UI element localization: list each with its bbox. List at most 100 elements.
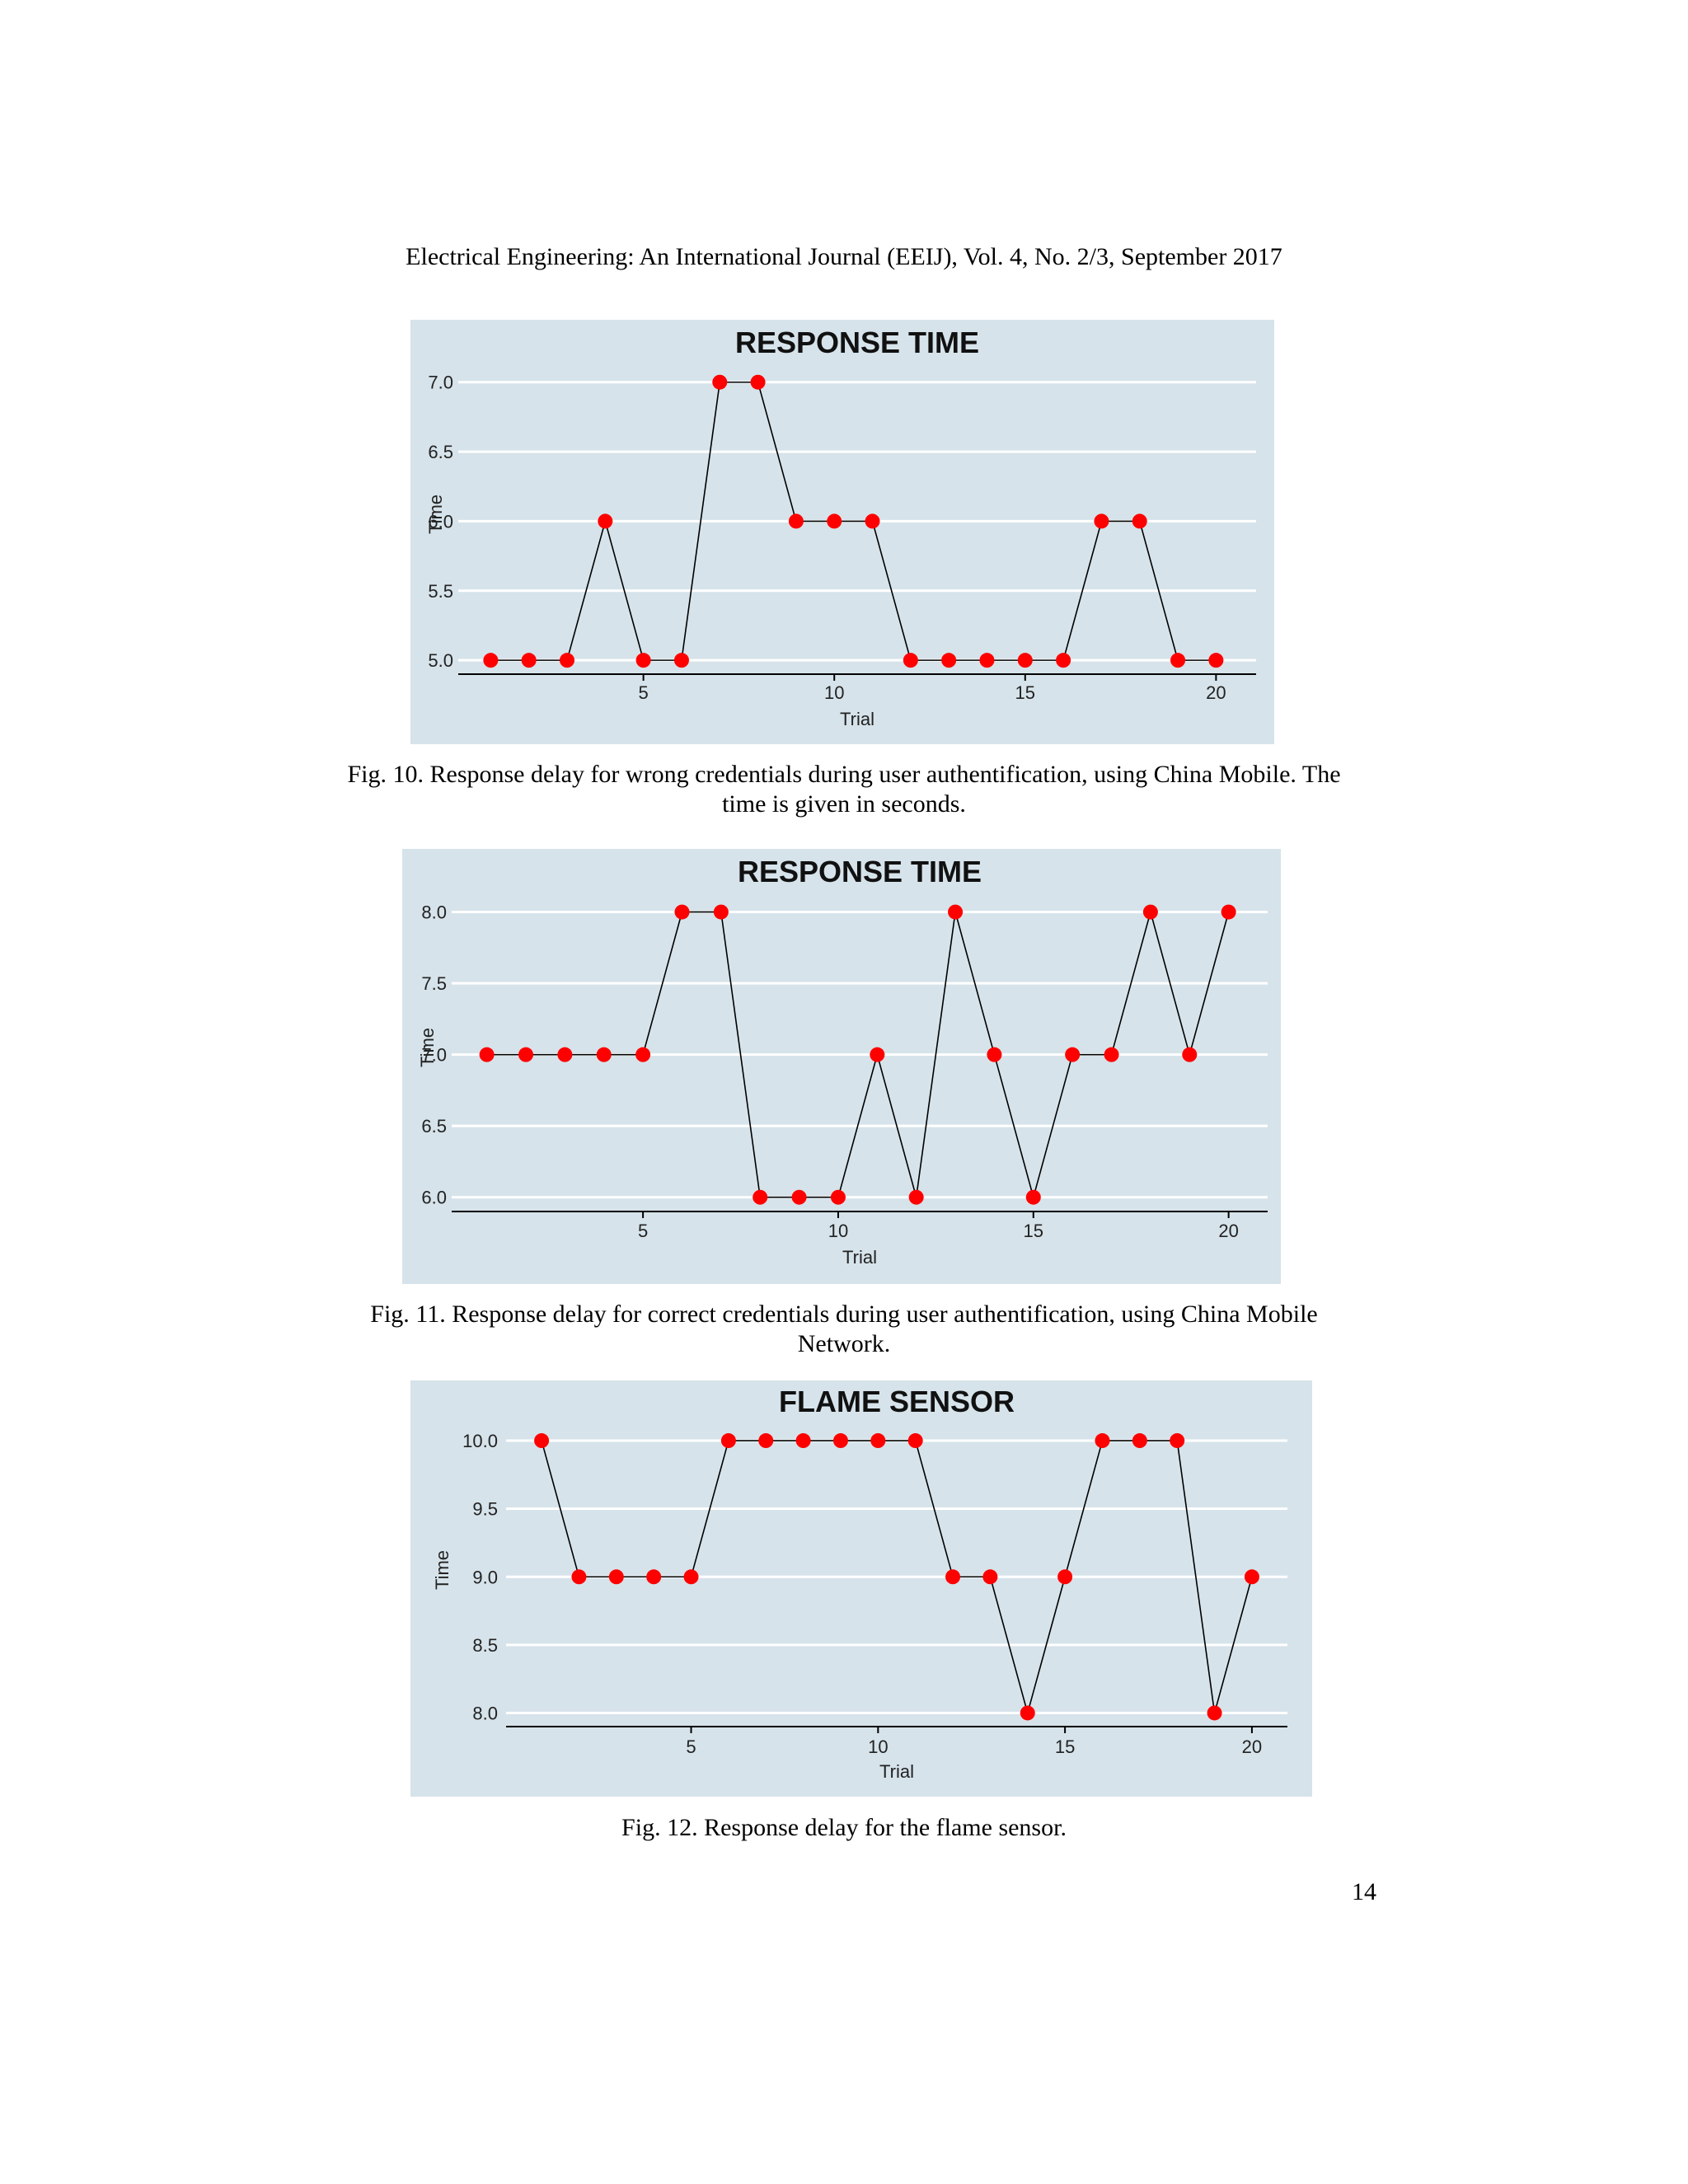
data-point [945, 1569, 961, 1585]
y-tick-label: 6.5 [428, 442, 453, 462]
chart-svg: RESPONSE TIME 5.0 5.5 6.0 6.5 7.0 5 10 15 20 Trial… [425, 326, 1256, 729]
figure-12-caption: Fig. 12. Response delay for the flame se… [0, 1813, 1688, 1843]
x-axis-label: Trial [840, 709, 874, 729]
y-tick-label: 6.0 [421, 1188, 447, 1208]
figure-10-chart: RESPONSE TIME 5.0 5.5 6.0 6.5 7.0 5 10 15 20 Trial… [410, 320, 1274, 744]
y-tick-label: 8.0 [421, 902, 447, 923]
data-point [1142, 904, 1158, 920]
y-tick-label: 5.0 [428, 650, 453, 671]
data-point [788, 513, 804, 529]
data-point [557, 1047, 573, 1062]
y-tick-label: 9.0 [472, 1567, 498, 1587]
data-point [571, 1569, 587, 1585]
x-tick-label: 20 [1206, 682, 1226, 703]
x-tick-label: 20 [1218, 1221, 1238, 1241]
y-tick-label: 6.5 [421, 1116, 447, 1137]
data-point [1132, 513, 1147, 529]
data-point [795, 1433, 811, 1449]
x-tick-label: 5 [639, 682, 649, 703]
data-point [750, 374, 766, 390]
page-number: 14 [1352, 1878, 1376, 1905]
caption-line: Fig. 11. Response delay for correct cred… [370, 1301, 1318, 1328]
data-point [753, 1189, 768, 1205]
y-axis-label: Time [432, 1550, 452, 1590]
figure-11-chart: RESPONSE TIME 6.0 6.5 7.0 7.5 8.0 5 10 15 20 Trial… [402, 849, 1281, 1284]
chart-title: RESPONSE TIME [738, 855, 982, 888]
data-point [941, 653, 957, 668]
figure-10-caption: Fig. 10. Response delay for wrong creden… [0, 760, 1688, 819]
data-point [1020, 1705, 1035, 1721]
data-point [483, 653, 499, 668]
data-point [870, 1433, 886, 1449]
x-tick-label: 10 [828, 1221, 848, 1241]
data-point [479, 1047, 495, 1062]
data-point [534, 1433, 550, 1449]
y-tick-label: 9.5 [472, 1499, 498, 1520]
data-point [1170, 1433, 1185, 1449]
caption-line: Fig. 12. Response delay for the flame se… [621, 1814, 1067, 1841]
x-tick-label: 5 [638, 1221, 648, 1241]
caption-line: time is given in seconds. [722, 790, 966, 818]
x-tick-label: 20 [1242, 1736, 1262, 1757]
data-point [713, 904, 729, 920]
data-point [1182, 1047, 1198, 1062]
data-point [830, 1189, 846, 1205]
data-point [1057, 1569, 1073, 1585]
y-axis-label: Time [417, 1028, 438, 1067]
y-tick-label: 8.5 [472, 1635, 498, 1656]
data-point [907, 1433, 923, 1449]
data-point [982, 1569, 998, 1585]
data-point [758, 1433, 774, 1449]
y-tick-label: 7.0 [428, 373, 453, 393]
data-point [635, 1047, 651, 1062]
data-point [1065, 1047, 1081, 1062]
x-axis-label: Trial [879, 1761, 914, 1782]
y-tick-label: 7.0 [421, 1045, 447, 1066]
data-point [832, 1433, 848, 1449]
data-point [598, 513, 613, 529]
x-tick-label: 15 [1015, 682, 1035, 703]
x-tick-label: 5 [686, 1736, 696, 1757]
data-point [1104, 1047, 1119, 1062]
data-point [596, 1047, 612, 1062]
y-tick-label: 10.0 [462, 1431, 498, 1451]
data-point [1170, 653, 1186, 668]
y-tick-label: 6.0 [428, 511, 453, 532]
data-point [560, 653, 574, 668]
figure-12-chart: FLAME SENSOR 8.0 8.5 9.0 9.5 10.0 5 10 15 20 Trial… [410, 1380, 1312, 1797]
caption-line: Network. [797, 1330, 891, 1357]
data-point [1095, 1433, 1110, 1449]
data-point [1207, 1705, 1222, 1721]
data-point [683, 1569, 699, 1585]
chart-svg: FLAME SENSOR 8.0 8.5 9.0 9.5 10.0 5 10 15 20 Trial… [432, 1385, 1287, 1782]
data-point [827, 513, 842, 529]
y-tick-label: 5.5 [428, 581, 453, 602]
data-point [1025, 1189, 1041, 1205]
data-point [865, 513, 880, 529]
data-point [674, 904, 690, 920]
chart-title: FLAME SENSOR [779, 1385, 1015, 1418]
y-tick-label: 8.0 [472, 1703, 498, 1723]
data-point [1132, 1433, 1147, 1449]
data-point [870, 1047, 885, 1062]
data-point [608, 1569, 624, 1585]
data-point [720, 1433, 736, 1449]
series-line [490, 381, 1217, 661]
x-tick-label: 15 [1055, 1736, 1075, 1757]
running-header: Electrical Engineering: An International… [406, 243, 1282, 270]
data-point [979, 653, 995, 668]
y-tick-label: 7.5 [421, 973, 447, 994]
caption-line: Fig. 10. Response delay for wrong creden… [347, 761, 1341, 788]
data-point [646, 1569, 662, 1585]
data-point [673, 653, 689, 668]
data-point [1244, 1569, 1259, 1585]
data-point [521, 653, 537, 668]
data-point [948, 904, 964, 920]
x-axis-label: Trial [842, 1247, 877, 1268]
x-tick-label: 10 [824, 682, 844, 703]
data-point [518, 1047, 533, 1062]
data-point [908, 1189, 924, 1205]
y-axis-label: Time [425, 494, 446, 534]
data-point [1221, 904, 1236, 920]
data-point [1017, 653, 1033, 668]
